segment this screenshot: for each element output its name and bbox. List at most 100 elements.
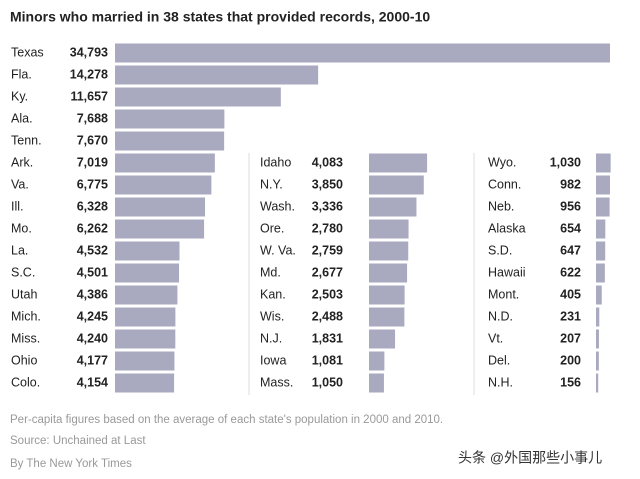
credit: By The New York Times (10, 458, 132, 470)
category-label: Ill. (11, 199, 24, 213)
category-label: Mont. (488, 287, 519, 301)
category-label: N.J. (260, 331, 282, 345)
bar (369, 307, 405, 327)
value-label: 6,328 (77, 199, 108, 213)
category-label: Del. (488, 353, 510, 367)
bar (596, 285, 602, 305)
value-label: 1,050 (312, 375, 343, 389)
value-label: 2,780 (312, 221, 343, 235)
category-label: Miss. (11, 331, 40, 345)
bar (369, 263, 408, 283)
value-label: 1,831 (312, 331, 343, 345)
value-label: 2,677 (312, 265, 343, 279)
bar (596, 219, 606, 239)
category-label: Wis. (260, 309, 284, 323)
bar (596, 373, 599, 393)
bar (369, 351, 385, 371)
bar (115, 87, 281, 107)
value-label: 956 (560, 199, 581, 213)
bar (115, 373, 175, 393)
category-label: Wyo. (488, 155, 516, 169)
category-label: Tenn. (11, 133, 42, 147)
bar (596, 175, 610, 195)
bar (596, 241, 606, 261)
value-label: 7,688 (77, 111, 108, 125)
value-label: 647 (560, 243, 581, 257)
bar (115, 197, 206, 217)
bar (369, 241, 409, 261)
value-label: 7,019 (77, 155, 108, 169)
bar (596, 153, 611, 173)
category-label: Texas (11, 45, 44, 59)
value-label: 1,030 (550, 155, 581, 169)
bar (369, 175, 424, 195)
category-label: Neb. (488, 199, 514, 213)
category-label: Alaska (488, 221, 526, 235)
bar (115, 329, 176, 349)
value-label: 6,262 (77, 221, 108, 235)
bar (369, 373, 384, 393)
value-label: 4,154 (77, 375, 108, 389)
category-label: Mass. (260, 375, 293, 389)
category-label: Iowa (260, 353, 286, 367)
value-label: 4,386 (77, 287, 108, 301)
value-label: 200 (560, 353, 581, 367)
category-label: Kan. (260, 287, 286, 301)
bar (115, 175, 212, 195)
value-label: 6,775 (77, 177, 108, 191)
bar (596, 197, 610, 217)
value-label: 14,278 (70, 67, 108, 81)
bar (596, 329, 599, 349)
category-label: Ark. (11, 155, 33, 169)
bar (115, 131, 225, 151)
bar (115, 307, 176, 327)
category-label: Md. (260, 265, 281, 279)
category-label: N.D. (488, 309, 513, 323)
category-label: Ore. (260, 221, 284, 235)
bar (115, 241, 180, 261)
category-label: Mo. (11, 221, 32, 235)
category-label: Colo. (11, 375, 40, 389)
bar (369, 153, 428, 173)
value-label: 1,081 (312, 353, 343, 367)
value-label: 11,657 (70, 89, 108, 103)
value-label: 3,850 (312, 177, 343, 191)
category-label: W. Va. (260, 243, 296, 257)
category-label: N.H. (488, 375, 513, 389)
source: Source: Unchained at Last (10, 435, 146, 447)
bar (369, 329, 396, 349)
value-label: 2,759 (312, 243, 343, 257)
bar (115, 65, 319, 85)
value-label: 2,488 (312, 309, 343, 323)
category-label: Conn. (488, 177, 521, 191)
bar (369, 285, 405, 305)
value-label: 654 (560, 221, 581, 235)
value-label: 622 (560, 265, 581, 279)
bar (596, 263, 605, 283)
watermark: 头条 @外国那些小事儿 (458, 450, 602, 466)
bar (596, 307, 600, 327)
bar (369, 197, 417, 217)
bar (115, 43, 610, 63)
bar (369, 219, 409, 239)
category-label: Utah (11, 287, 37, 301)
category-label: Ky. (11, 89, 28, 103)
value-label: 34,793 (70, 45, 108, 59)
value-label: 7,670 (77, 133, 108, 147)
bar (115, 263, 180, 283)
bar (115, 285, 178, 305)
value-label: 405 (560, 287, 581, 301)
category-label: S.C. (11, 265, 35, 279)
bar (596, 351, 599, 371)
bar (115, 219, 205, 239)
category-label: Hawaii (488, 265, 526, 279)
value-label: 2,503 (312, 287, 343, 301)
bar (115, 351, 175, 371)
value-label: 3,336 (312, 199, 343, 213)
category-label: Wash. (260, 199, 295, 213)
category-label: Fla. (11, 67, 32, 81)
value-label: 982 (560, 177, 581, 191)
category-label: Va. (11, 177, 29, 191)
chart-title: Minors who married in 38 states that pro… (10, 9, 430, 25)
